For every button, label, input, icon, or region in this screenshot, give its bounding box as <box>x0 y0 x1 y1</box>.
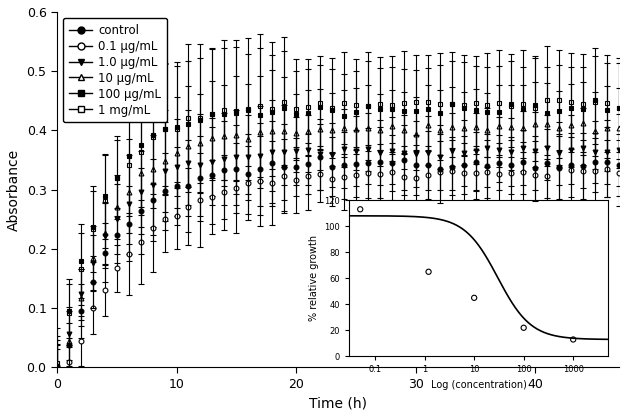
Y-axis label: Absorbance: Absorbance <box>7 148 21 231</box>
X-axis label: Time (h): Time (h) <box>309 396 367 410</box>
Legend: control, 0.1 μg/mL, 1.0 μg/mL, 10 μg/mL, 100 μg/mL, 1 mg/mL: control, 0.1 μg/mL, 1.0 μg/mL, 10 μg/mL,… <box>63 18 167 123</box>
